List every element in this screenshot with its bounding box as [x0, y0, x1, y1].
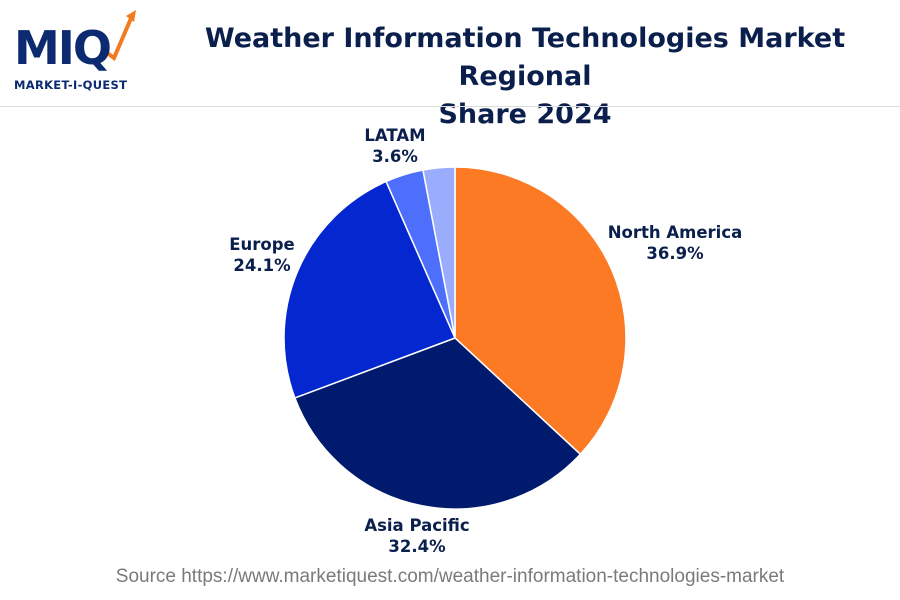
logo-mark: MIQ [14, 21, 112, 75]
chart-title-line-1: Weather Information Technologies Market … [204, 23, 846, 92]
chart-title-line-2: Share 2024 [438, 99, 612, 130]
brand-logo [14, 8, 139, 93]
slice-label-north-america: North America [608, 223, 743, 242]
slice-value-north-america: 36.9% [646, 244, 704, 263]
header-divider [0, 106, 900, 107]
slice-value-europe: 24.1% [233, 256, 291, 275]
slice-label-latam: LATAM [364, 126, 425, 145]
chart-title: Weather Information Technologies Market … [170, 20, 880, 134]
slice-value-latam: 3.6% [372, 147, 418, 166]
slice-label-asia-pacific: Asia Pacific [364, 516, 469, 535]
pie-slice-north-america [454, 166, 627, 456]
source-note: Source https://www.marketiquest.com/weat… [115, 566, 785, 587]
pie-slice-other [422, 166, 456, 339]
pie-slice-asia-pacific [293, 337, 582, 510]
logo-subtitle: MARKET-I-QUEST [14, 78, 128, 92]
growth-arrow-icon [94, 10, 136, 68]
slice-value-asia-pacific: 32.4% [388, 537, 446, 556]
pie-slice-europe [283, 180, 457, 399]
slice-label-europe: Europe [229, 235, 295, 254]
